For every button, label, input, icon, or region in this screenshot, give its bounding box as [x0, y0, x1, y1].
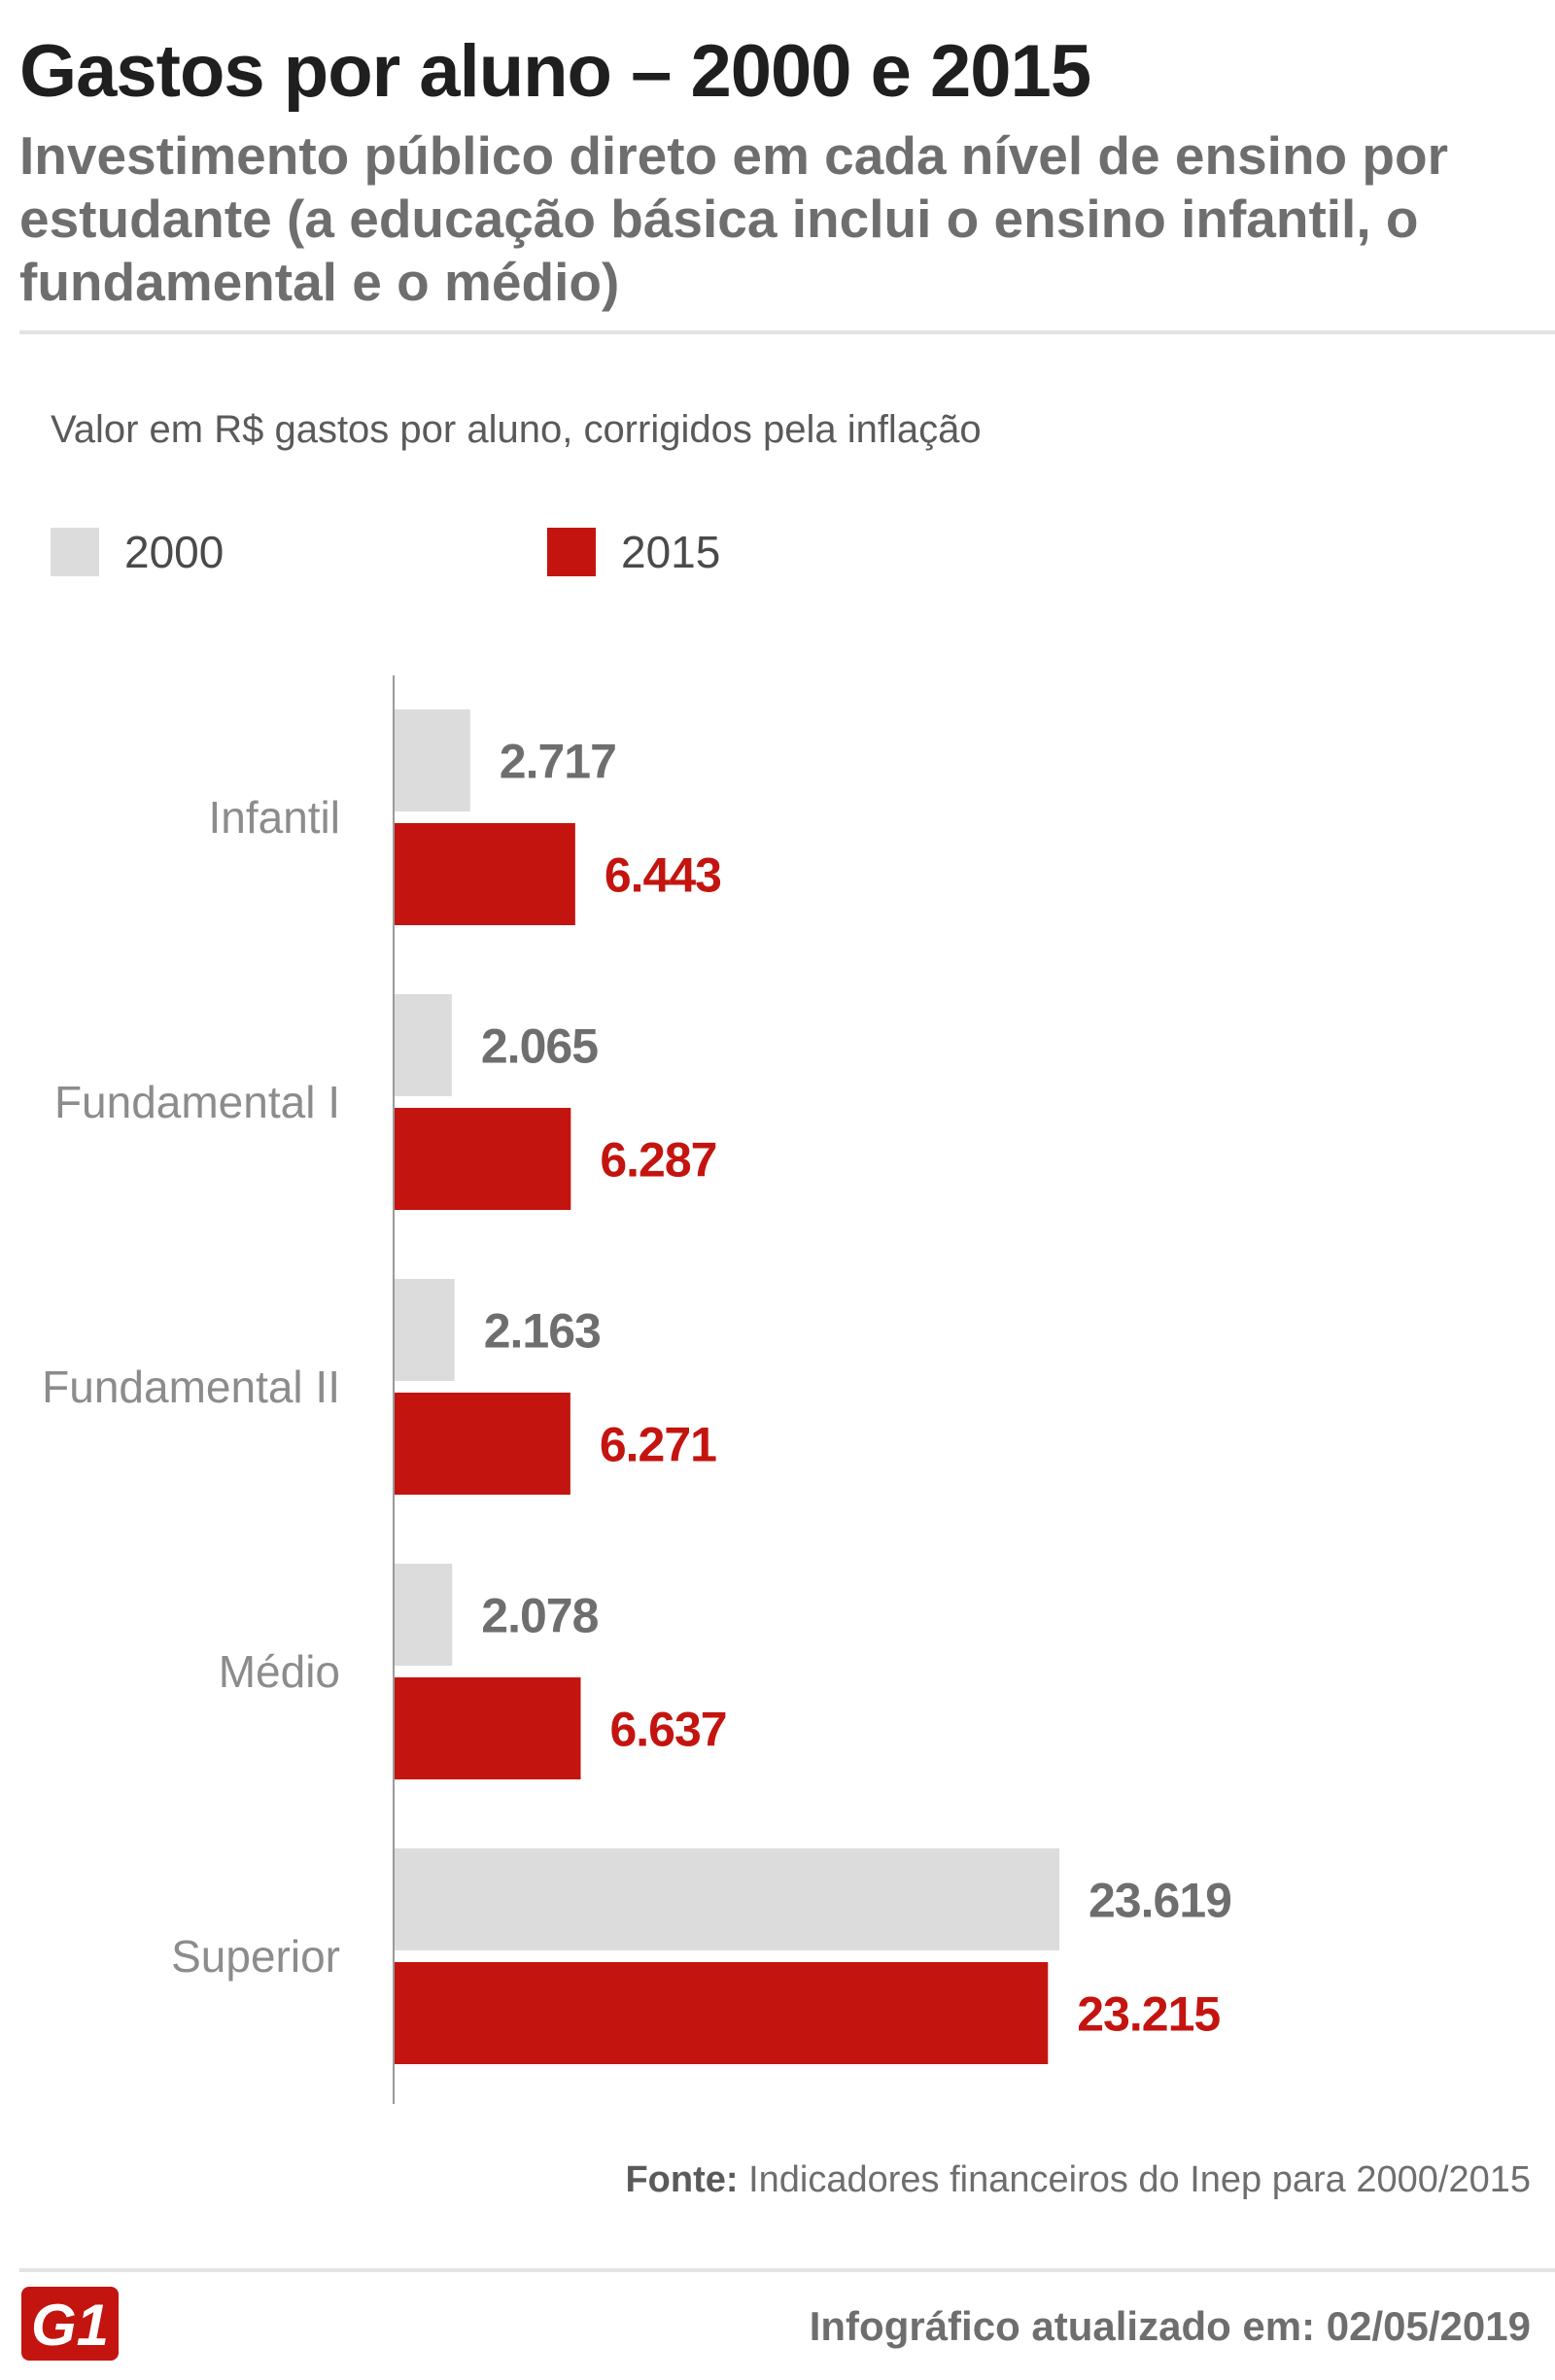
value-label-superior-2000: 23.619	[1088, 1874, 1231, 1928]
bar-chart: Infantil 2.717 6.443 Fundamental I 2.065 6.28…	[42, 675, 1232, 2104]
category-label-fundamental-ii: Fundamental II	[42, 1362, 340, 1412]
value-label-infantil-2000: 2.717	[500, 735, 616, 789]
value-label-medio-2000: 2.078	[481, 1589, 598, 1643]
category-label-infantil: Infantil	[208, 792, 340, 843]
legend-label-2015: 2015	[621, 527, 721, 577]
value-label-superior-2015: 23.215	[1077, 1987, 1220, 2042]
bar-infantil-2000	[394, 709, 470, 811]
source-text: Indicadores financeiros do Inep para 200…	[738, 2159, 1531, 2200]
legend-swatch-2015	[547, 528, 596, 576]
bar-superior-2015	[394, 1962, 1049, 2064]
bar-fundamental-ii-2000	[394, 1279, 455, 1381]
legend-item-2015: 2015	[547, 525, 720, 579]
value-note: Valor em R$ gastos por aluno, corrigidos…	[51, 408, 982, 451]
value-label-fundamental-ii-2000: 2.163	[484, 1304, 601, 1359]
chart-subtitle: Investimento público direto em cada níve…	[19, 125, 1449, 312]
bar-fundamental-i-2000	[394, 994, 452, 1096]
bar-medio-2000	[394, 1564, 453, 1666]
value-label-infantil-2015: 6.443	[605, 848, 721, 903]
source-label: Fonte:	[625, 2159, 739, 2200]
bar-fundamental-i-2015	[394, 1108, 571, 1210]
chart-title: Gastos por aluno – 2000 e 2015	[19, 30, 1091, 113]
g1-logo: G1	[21, 2287, 119, 2361]
legend-item-2000: 2000	[51, 525, 224, 579]
category-label-medio: Médio	[219, 1646, 340, 1697]
updated-date: Infográfico atualizado em: 02/05/2019	[809, 2303, 1531, 2349]
top-divider	[19, 330, 1555, 334]
legend-label-2000: 2000	[124, 527, 225, 577]
category-label-superior: Superior	[171, 1931, 340, 1982]
bottom-divider	[19, 2268, 1555, 2272]
value-label-fundamental-ii-2015: 6.271	[600, 1418, 716, 1472]
bar-medio-2015	[394, 1677, 581, 1779]
g1-logo-text: G1	[31, 2293, 109, 2358]
bar-superior-2000	[394, 1848, 1059, 1950]
value-label-fundamental-i-2015: 6.287	[600, 1133, 716, 1188]
bar-infantil-2015	[394, 823, 575, 925]
legend-swatch-2000	[51, 528, 99, 576]
value-label-fundamental-i-2000: 2.065	[481, 1019, 598, 1074]
category-label-fundamental-i: Fundamental I	[54, 1077, 340, 1127]
bar-fundamental-ii-2015	[394, 1393, 570, 1495]
value-label-medio-2015: 6.637	[609, 1703, 726, 1757]
source-note: Fonte: Indicadores financeiros do Inep p…	[625, 2159, 1531, 2201]
